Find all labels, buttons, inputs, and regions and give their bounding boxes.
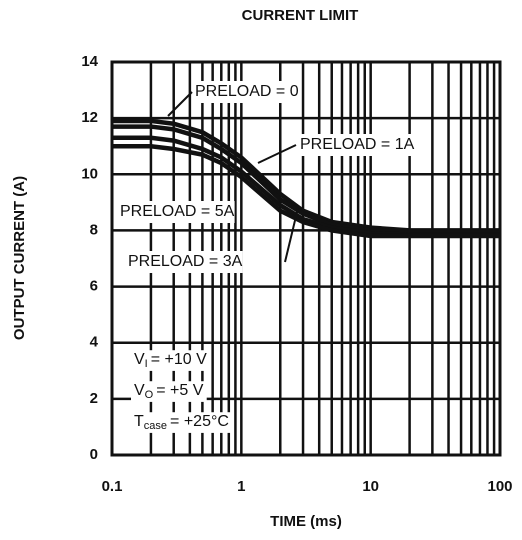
- y-tick-label: 10: [81, 165, 98, 182]
- x-tick-label: 0.1: [102, 478, 123, 495]
- conditions: VI = +10 V VO = +5 V Tcase = +25°C: [131, 350, 232, 433]
- label-bg: [192, 81, 301, 103]
- y-tick-label: 0: [90, 446, 98, 463]
- condition: Tcase = +25°C: [134, 413, 229, 432]
- label-bg: [131, 350, 211, 371]
- y-tick-label: 6: [90, 278, 98, 295]
- y-tick-label: 14: [81, 53, 98, 70]
- y-tick-label: 12: [81, 109, 98, 126]
- condition: VO = +5 V: [134, 382, 204, 401]
- label-bg: [117, 201, 235, 223]
- x-tick-label: 10: [362, 478, 379, 495]
- leader-line: [284, 207, 299, 263]
- label-bg: [131, 412, 232, 433]
- series-label: PRELOAD = 3A: [128, 253, 243, 270]
- leader-line: [167, 91, 193, 117]
- y-tick-label: 8: [90, 221, 98, 238]
- x-axis-label: TIME (ms): [270, 513, 342, 530]
- x-tick-label: 1: [237, 478, 245, 495]
- y-tick-label: 4: [90, 334, 99, 351]
- series-label: PRELOAD = 0: [195, 83, 299, 100]
- series-label: PRELOAD = 1A: [300, 136, 415, 153]
- series-label: PRELOAD = 5A: [120, 203, 235, 220]
- y-tick-label: 2: [90, 390, 98, 407]
- label-bg: [297, 134, 415, 156]
- label-bg: [125, 251, 243, 273]
- leader-line: [257, 144, 297, 164]
- condition: VI = +10 V: [134, 351, 207, 370]
- data-line: [112, 124, 500, 235]
- y-axis-label: OUTPUT CURRENT (A): [11, 176, 28, 340]
- label-bg: [131, 381, 207, 402]
- chart-title: CURRENT LIMIT: [242, 7, 359, 24]
- data-line: [112, 143, 500, 239]
- x-tick-label: 100: [487, 478, 512, 495]
